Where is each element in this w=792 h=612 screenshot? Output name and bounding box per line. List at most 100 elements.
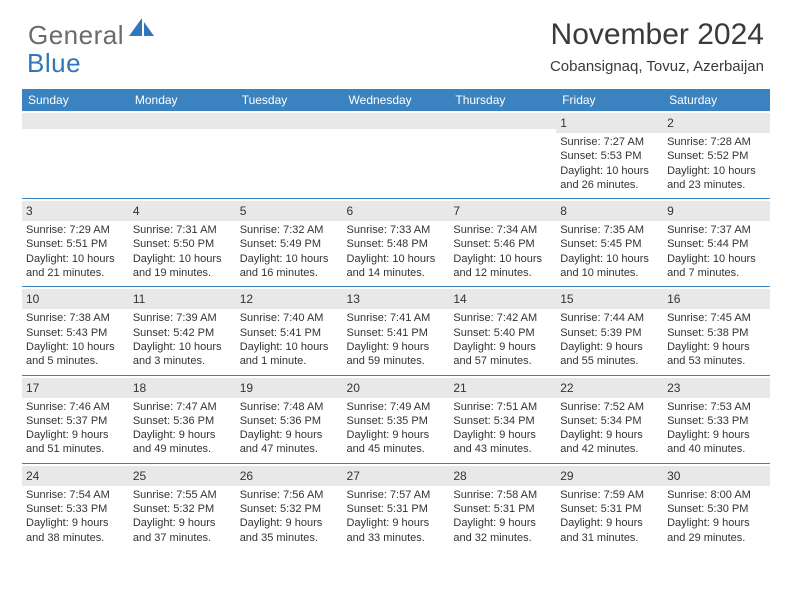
day-number: 26 (240, 469, 253, 483)
sunrise-text: Sunrise: 7:57 AM (347, 488, 446, 502)
day-number: 20 (347, 381, 360, 395)
day-header: Saturday (663, 89, 770, 111)
day-number: 17 (26, 381, 39, 395)
page-title: November 2024 (550, 18, 764, 52)
sunrise-text: Sunrise: 7:45 AM (667, 311, 766, 325)
day-cell: 16Sunrise: 7:45 AMSunset: 5:38 PMDayligh… (663, 287, 770, 375)
day-cell: 6Sunrise: 7:33 AMSunset: 5:48 PMDaylight… (343, 199, 450, 287)
day-cell: 15Sunrise: 7:44 AMSunset: 5:39 PMDayligh… (556, 287, 663, 375)
day-cell: 23Sunrise: 7:53 AMSunset: 5:33 PMDayligh… (663, 375, 770, 463)
day-number: 8 (560, 204, 567, 218)
sunrise-text: Sunrise: 7:39 AM (133, 311, 232, 325)
sunset-text: Sunset: 5:49 PM (240, 237, 339, 251)
daylight-text: and 31 minutes. (560, 531, 659, 545)
daylight-text: and 23 minutes. (667, 178, 766, 192)
day-header: Monday (129, 89, 236, 111)
day-number-band: 8 (556, 201, 663, 221)
day-number: 21 (453, 381, 466, 395)
day-cell: 14Sunrise: 7:42 AMSunset: 5:40 PMDayligh… (449, 287, 556, 375)
day-cell: 1Sunrise: 7:27 AMSunset: 5:53 PMDaylight… (556, 111, 663, 199)
daylight-text: Daylight: 9 hours (240, 516, 339, 530)
day-cell: 8Sunrise: 7:35 AMSunset: 5:45 PMDaylight… (556, 199, 663, 287)
sunrise-text: Sunrise: 7:59 AM (560, 488, 659, 502)
day-number: 7 (453, 204, 460, 218)
day-number: 12 (240, 292, 253, 306)
sunset-text: Sunset: 5:31 PM (453, 502, 552, 516)
daylight-text: and 5 minutes. (26, 354, 125, 368)
logo-blue-text-wrap: Blue (28, 48, 81, 79)
day-header: Thursday (449, 89, 556, 111)
daylight-text: Daylight: 9 hours (453, 428, 552, 442)
empty-day-band (236, 113, 343, 129)
sunrise-text: Sunrise: 7:46 AM (26, 400, 125, 414)
day-cell: 17Sunrise: 7:46 AMSunset: 5:37 PMDayligh… (22, 375, 129, 463)
daylight-text: Daylight: 9 hours (560, 340, 659, 354)
sunset-text: Sunset: 5:41 PM (240, 326, 339, 340)
sunrise-text: Sunrise: 7:34 AM (453, 223, 552, 237)
sunrise-text: Sunrise: 7:47 AM (133, 400, 232, 414)
day-cell (236, 111, 343, 199)
daylight-text: and 43 minutes. (453, 442, 552, 456)
sunset-text: Sunset: 5:34 PM (453, 414, 552, 428)
daylight-text: Daylight: 9 hours (347, 516, 446, 530)
day-cell (22, 111, 129, 199)
daylight-text: and 53 minutes. (667, 354, 766, 368)
daylight-text: Daylight: 10 hours (133, 252, 232, 266)
day-number-band: 28 (449, 466, 556, 486)
day-cell: 3Sunrise: 7:29 AMSunset: 5:51 PMDaylight… (22, 199, 129, 287)
daylight-text: Daylight: 9 hours (133, 516, 232, 530)
daylight-text: and 49 minutes. (133, 442, 232, 456)
day-number-band: 2 (663, 113, 770, 133)
day-number: 2 (667, 116, 674, 130)
day-number-band: 20 (343, 378, 450, 398)
day-cell: 11Sunrise: 7:39 AMSunset: 5:42 PMDayligh… (129, 287, 236, 375)
daylight-text: and 38 minutes. (26, 531, 125, 545)
day-cell: 19Sunrise: 7:48 AMSunset: 5:36 PMDayligh… (236, 375, 343, 463)
daylight-text: and 45 minutes. (347, 442, 446, 456)
sunset-text: Sunset: 5:43 PM (26, 326, 125, 340)
day-cell (449, 111, 556, 199)
daylight-text: and 32 minutes. (453, 531, 552, 545)
day-number-band: 16 (663, 289, 770, 309)
daylight-text: and 51 minutes. (26, 442, 125, 456)
day-number-band: 6 (343, 201, 450, 221)
day-number-band: 23 (663, 378, 770, 398)
day-cell: 4Sunrise: 7:31 AMSunset: 5:50 PMDaylight… (129, 199, 236, 287)
logo-text-general: General (28, 20, 124, 51)
day-number-band: 15 (556, 289, 663, 309)
day-number: 16 (667, 292, 680, 306)
week-row: 1Sunrise: 7:27 AMSunset: 5:53 PMDaylight… (22, 111, 770, 199)
day-cell: 25Sunrise: 7:55 AMSunset: 5:32 PMDayligh… (129, 463, 236, 551)
header: General November 2024 Cobansignaq, Tovuz… (0, 0, 792, 83)
sunset-text: Sunset: 5:36 PM (240, 414, 339, 428)
empty-day-band (449, 113, 556, 129)
day-header: Friday (556, 89, 663, 111)
day-cell: 21 Sunrise: 7:51 AMSunset: 5:34 PMDayligh… (449, 375, 556, 463)
day-number: 25 (133, 469, 146, 483)
day-number: 1 (560, 116, 567, 130)
sunrise-text: Sunrise: 8:00 AM (667, 488, 766, 502)
day-number: 28 (453, 469, 466, 483)
day-number-band: 17 (22, 378, 129, 398)
daylight-text: Daylight: 10 hours (240, 252, 339, 266)
week-row: 17Sunrise: 7:46 AMSunset: 5:37 PMDayligh… (22, 375, 770, 463)
daylight-text: Daylight: 10 hours (667, 252, 766, 266)
day-number: 23 (667, 381, 680, 395)
sunrise-text: Sunrise: 7:29 AM (26, 223, 125, 237)
sunrise-text: Sunrise: 7:49 AM (347, 400, 446, 414)
sunset-text: Sunset: 5:50 PM (133, 237, 232, 251)
empty-day-band (22, 113, 129, 129)
day-number: 11 (133, 292, 145, 306)
logo-text-blue: Blue (27, 48, 81, 78)
sunrise-text: Sunrise: 7:33 AM (347, 223, 446, 237)
day-cell (343, 111, 450, 199)
sunrise-text: Sunrise: 7:51 AM (453, 400, 552, 414)
day-header: Sunday (22, 89, 129, 111)
day-cell: 9Sunrise: 7:37 AMSunset: 5:44 PMDaylight… (663, 199, 770, 287)
daylight-text: and 37 minutes. (133, 531, 232, 545)
location-text: Cobansignaq, Tovuz, Azerbaijan (550, 58, 764, 75)
sunset-text: Sunset: 5:38 PM (667, 326, 766, 340)
sunset-text: Sunset: 5:53 PM (560, 149, 659, 163)
day-number: 9 (667, 204, 674, 218)
day-number-band: 7 (449, 201, 556, 221)
